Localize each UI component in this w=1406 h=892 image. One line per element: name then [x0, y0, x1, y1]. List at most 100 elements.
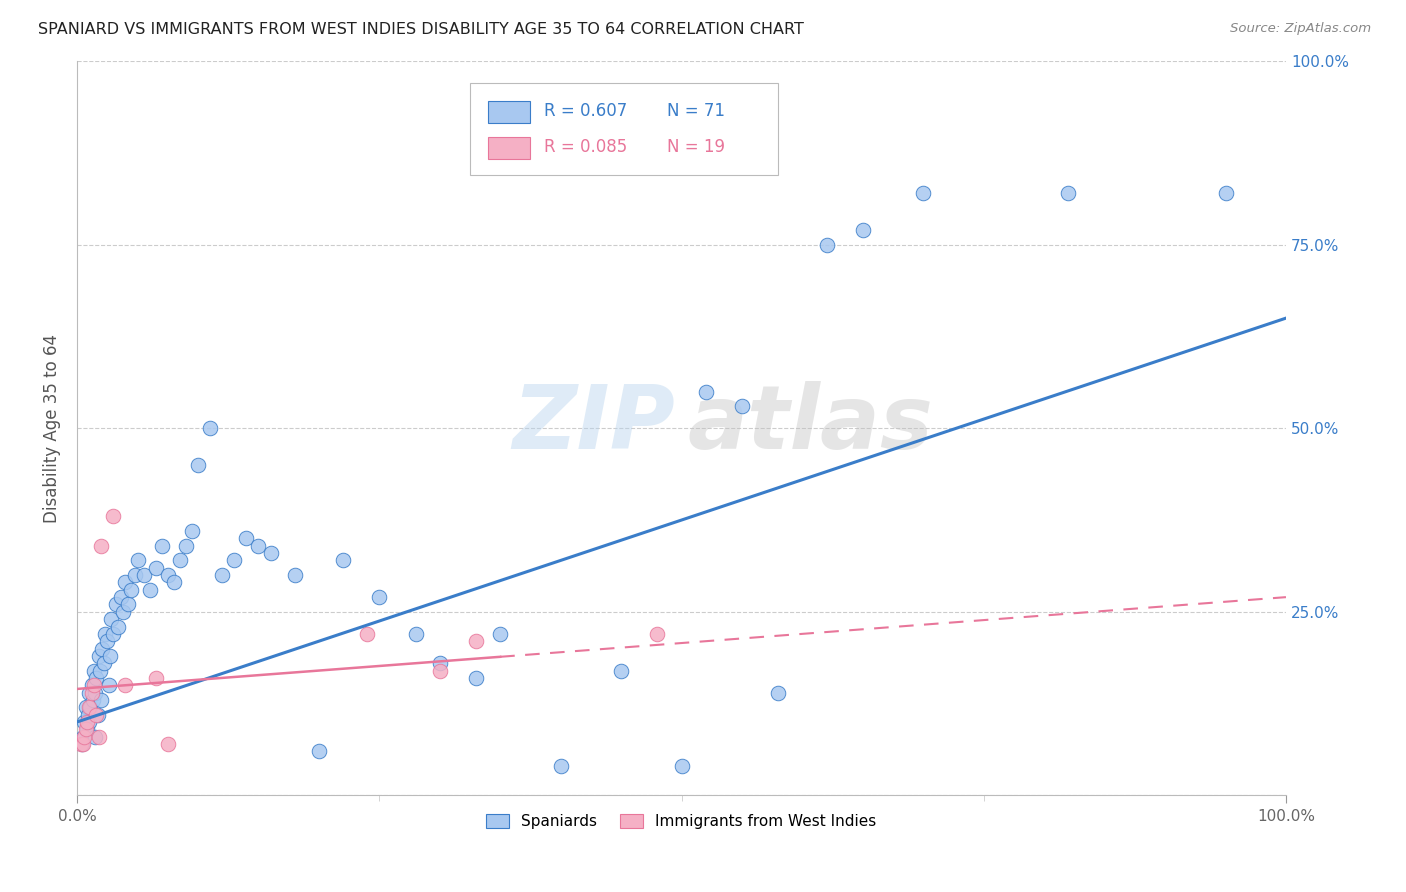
Point — [127, 553, 149, 567]
Point — [695, 384, 717, 399]
Point — [80, 678, 103, 692]
Point — [852, 223, 875, 237]
Text: N = 19: N = 19 — [666, 138, 725, 156]
Text: SPANIARD VS IMMIGRANTS FROM WEST INDIES DISABILITY AGE 35 TO 64 CORRELATION CHAR: SPANIARD VS IMMIGRANTS FROM WEST INDIES … — [38, 22, 804, 37]
Point — [163, 575, 186, 590]
Point — [103, 509, 125, 524]
Point — [86, 707, 108, 722]
Point — [198, 421, 221, 435]
Point — [731, 399, 754, 413]
Point — [429, 657, 451, 671]
Point — [98, 648, 121, 663]
Point — [124, 568, 146, 582]
Point — [87, 648, 110, 663]
Point — [1215, 186, 1237, 201]
Point — [77, 707, 100, 722]
Point — [815, 237, 838, 252]
Point — [114, 575, 136, 590]
Point — [107, 619, 129, 633]
Point — [132, 568, 155, 582]
Point — [91, 641, 114, 656]
FancyBboxPatch shape — [470, 83, 779, 175]
Point — [70, 737, 93, 751]
Point — [104, 598, 127, 612]
Point — [284, 568, 307, 582]
Point — [86, 671, 108, 685]
Point — [90, 539, 112, 553]
Point — [405, 627, 427, 641]
Point — [96, 634, 118, 648]
Point — [117, 598, 139, 612]
Text: N = 71: N = 71 — [666, 102, 725, 120]
Point — [912, 186, 935, 201]
Point — [82, 693, 104, 707]
FancyBboxPatch shape — [488, 101, 530, 123]
Point — [86, 707, 108, 722]
Text: R = 0.607: R = 0.607 — [544, 102, 627, 120]
Point — [1057, 186, 1080, 201]
Text: atlas: atlas — [688, 381, 934, 468]
Point — [112, 605, 135, 619]
Point — [224, 553, 246, 567]
Point — [80, 685, 103, 699]
Point — [84, 685, 107, 699]
Point — [114, 678, 136, 692]
Text: R = 0.085: R = 0.085 — [544, 138, 627, 156]
Point — [671, 759, 693, 773]
Point — [110, 590, 132, 604]
Point — [465, 671, 488, 685]
Point — [79, 700, 101, 714]
Point — [84, 730, 107, 744]
Point — [72, 737, 94, 751]
Point — [368, 590, 391, 604]
Point — [550, 759, 572, 773]
Point — [94, 627, 117, 641]
Point — [72, 730, 94, 744]
Point — [73, 730, 96, 744]
Point — [100, 612, 122, 626]
Point — [75, 700, 97, 714]
Point — [489, 627, 512, 641]
Point — [145, 561, 167, 575]
Point — [156, 568, 179, 582]
Point — [69, 737, 91, 751]
Text: Source: ZipAtlas.com: Source: ZipAtlas.com — [1230, 22, 1371, 36]
Point — [768, 685, 790, 699]
Point — [83, 678, 105, 692]
Point — [356, 627, 378, 641]
Point — [429, 664, 451, 678]
Point — [93, 657, 115, 671]
Point — [145, 671, 167, 685]
Point — [76, 723, 98, 737]
Point — [76, 714, 98, 729]
Y-axis label: Disability Age 35 to 64: Disability Age 35 to 64 — [44, 334, 60, 523]
Point — [174, 539, 197, 553]
Point — [610, 664, 633, 678]
Point — [308, 744, 330, 758]
Point — [235, 532, 257, 546]
Point — [97, 678, 120, 692]
Legend: Spaniards, Immigrants from West Indies: Spaniards, Immigrants from West Indies — [481, 808, 883, 836]
Point — [77, 685, 100, 699]
Point — [73, 714, 96, 729]
Point — [211, 568, 233, 582]
Point — [89, 664, 111, 678]
Point — [156, 737, 179, 751]
Point — [121, 582, 143, 597]
Point — [77, 700, 100, 714]
Point — [247, 539, 270, 553]
Point — [90, 693, 112, 707]
Point — [103, 627, 125, 641]
Point — [187, 458, 209, 472]
Point — [77, 714, 100, 729]
Point — [259, 546, 281, 560]
Point — [332, 553, 354, 567]
FancyBboxPatch shape — [488, 136, 530, 159]
Point — [150, 539, 173, 553]
Point — [138, 582, 160, 597]
Point — [181, 524, 204, 538]
Point — [169, 553, 191, 567]
Point — [465, 634, 488, 648]
Point — [75, 723, 97, 737]
Point — [83, 664, 105, 678]
